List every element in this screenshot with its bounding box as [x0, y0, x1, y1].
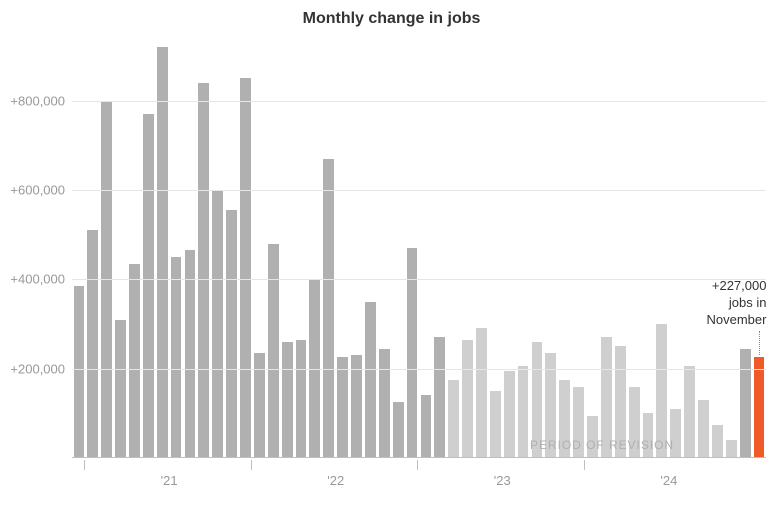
annotation-line: jobs in: [707, 295, 767, 312]
bar: [268, 244, 279, 458]
bar: [198, 83, 209, 458]
bar: [87, 230, 98, 458]
bar: [754, 357, 765, 458]
bar: [337, 357, 348, 458]
year-tick: [417, 460, 418, 470]
annotation-line: +227,000: [707, 278, 767, 295]
bar: [171, 257, 182, 458]
year-label: '21: [161, 473, 178, 488]
annotation-line: November: [707, 312, 767, 329]
bar: [185, 250, 196, 458]
year-label: '23: [494, 473, 511, 488]
bar: [74, 286, 85, 458]
bar: [365, 302, 376, 458]
bar: [698, 400, 709, 458]
bar: [393, 402, 404, 458]
gridline: [72, 101, 766, 102]
y-tick-label: +400,000: [10, 272, 65, 287]
bar: [684, 366, 695, 458]
highlight-annotation: +227,000jobs inNovember: [707, 278, 767, 329]
bar: [448, 380, 459, 458]
revision-period-label: PERIOD OF REVISION: [530, 438, 674, 452]
bar: [240, 78, 251, 458]
year-label: '22: [327, 473, 344, 488]
bar: [226, 210, 237, 458]
gridline: [72, 279, 766, 280]
plot-area: '21'22'23'24PERIOD OF REVISION+227,000jo…: [72, 38, 766, 458]
bar: [323, 159, 334, 458]
bar: [212, 190, 223, 458]
jobs-change-chart: Monthly change in jobs '21 '22 '23 '24 PERIO…: [0, 0, 783, 514]
annotation-leader: [759, 331, 760, 355]
bar: [434, 337, 445, 458]
bar: [462, 340, 473, 458]
year-tick: [584, 460, 585, 470]
year-label: '24: [660, 473, 677, 488]
bar: [143, 114, 154, 458]
bar: [518, 366, 529, 458]
y-tick-label: +800,000: [10, 93, 65, 108]
bar: [504, 371, 515, 458]
x-baseline: [72, 457, 766, 458]
bar: [282, 342, 293, 458]
gridline: [72, 369, 766, 370]
bar: [740, 349, 751, 458]
bar: [351, 355, 362, 458]
gridline: [72, 190, 766, 191]
bar: [129, 264, 140, 458]
bar: [296, 340, 307, 458]
bar: [712, 425, 723, 459]
bar: [726, 440, 737, 458]
chart-title: Monthly change in jobs: [0, 10, 783, 28]
y-tick-label: +600,000: [10, 182, 65, 197]
bar: [379, 349, 390, 458]
year-tick: [251, 460, 252, 470]
year-tick: [84, 460, 85, 470]
y-tick-label: +200,000: [10, 361, 65, 376]
bar: [115, 320, 126, 459]
bar: [421, 395, 432, 458]
bar: [476, 328, 487, 458]
bar: [490, 391, 501, 458]
bar: [157, 47, 168, 458]
